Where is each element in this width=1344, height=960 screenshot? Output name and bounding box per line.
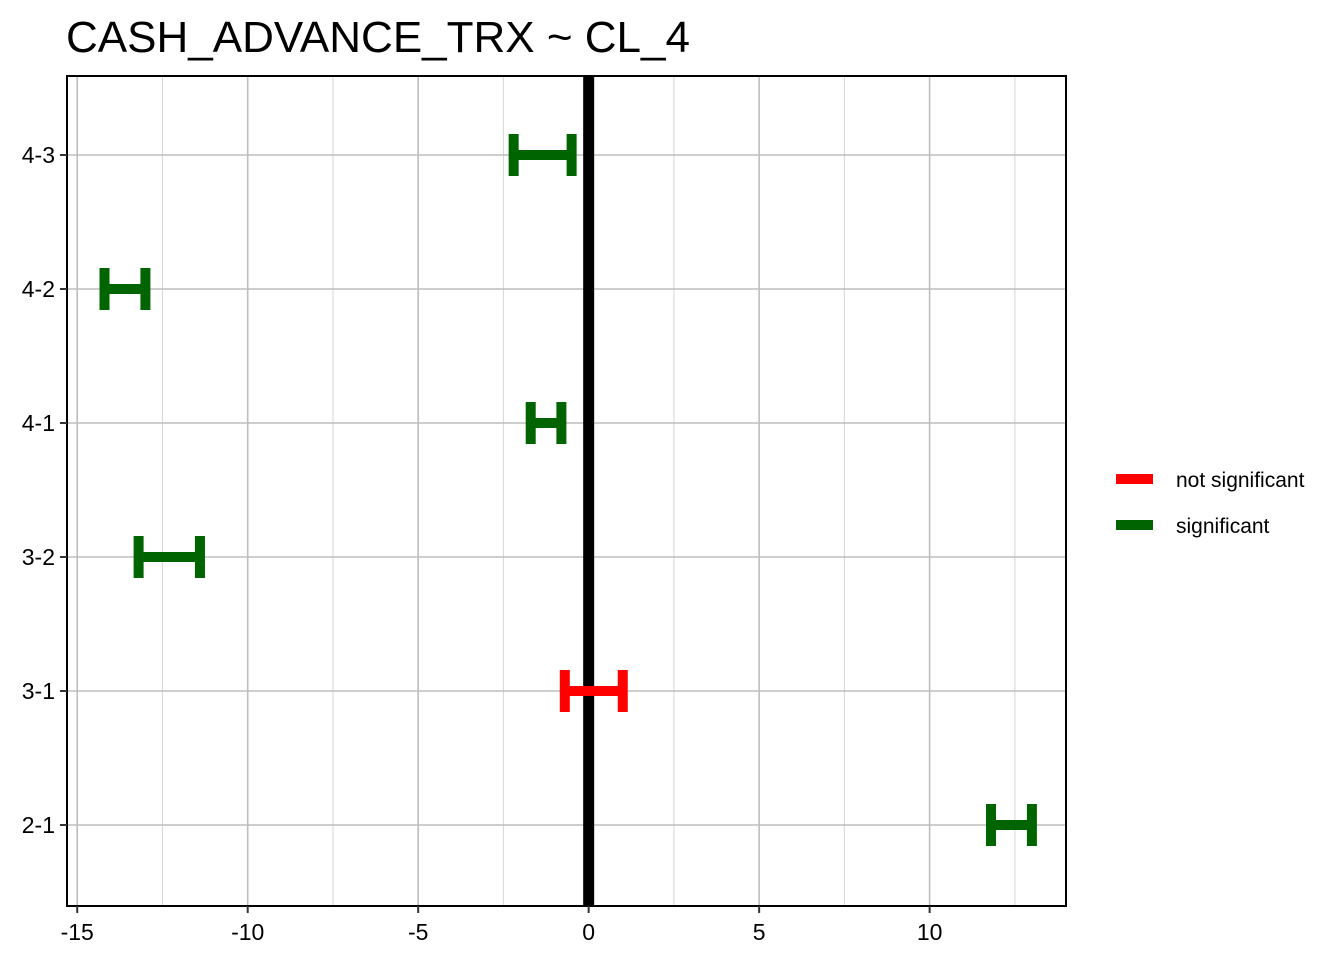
interval-2-1 — [985, 804, 1037, 846]
legend-label: not significant — [1176, 469, 1305, 492]
x-tick-label: -10 — [231, 919, 264, 945]
plot-area: -15 -10 -5 0 5 10 2-1 3-1 3-2 4-1 4-2 4-3 — [22, 75, 1067, 945]
x-tick-label: 10 — [917, 919, 943, 945]
interval-4-1 — [525, 402, 567, 444]
x-tick-label: 5 — [753, 919, 766, 945]
panel-border — [66, 75, 1067, 907]
legend-item-significant: significant — [1116, 515, 1270, 538]
x-tick-label: -15 — [61, 919, 94, 945]
y-tick-label: 2-1 — [22, 812, 55, 838]
panel-background — [67, 76, 1066, 906]
interval-4-2 — [99, 268, 151, 310]
y-tick-label: 3-2 — [22, 544, 55, 570]
y-tick-label: 4-2 — [22, 276, 55, 302]
legend-item-not-significant: not significant — [1116, 469, 1305, 492]
y-tick-label: 4-3 — [22, 142, 55, 168]
interval-3-2 — [133, 536, 205, 578]
y-tick-label: 3-1 — [22, 678, 55, 704]
interval-3-1 — [559, 670, 628, 712]
interval-4-3 — [508, 134, 577, 176]
y-tick-label: 4-1 — [22, 410, 55, 436]
legend: not significant significant — [1116, 469, 1305, 538]
legend-label: significant — [1176, 515, 1270, 538]
x-tick-label: 0 — [582, 919, 595, 945]
chart-title: CASH_ADVANCE_TRX ~ CL_4 — [66, 13, 690, 62]
x-tick-label: -5 — [408, 919, 428, 945]
